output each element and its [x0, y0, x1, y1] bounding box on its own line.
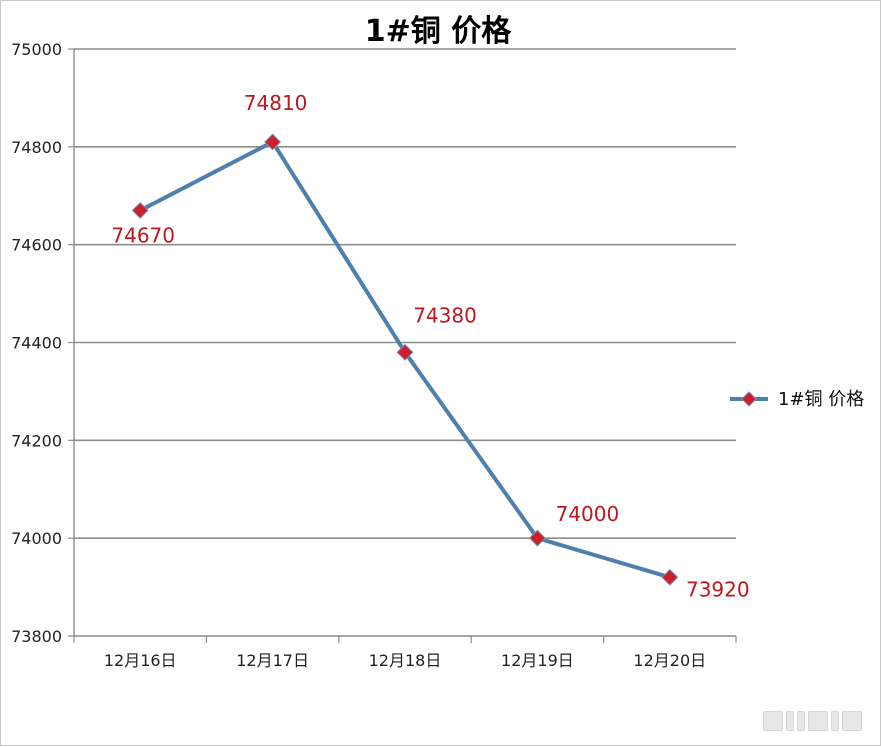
y-tick-label: 74400	[11, 334, 62, 353]
data-label: 73920	[686, 577, 750, 601]
y-tick-label: 74600	[11, 236, 62, 255]
data-point-marker	[528, 529, 546, 547]
data-point-marker	[661, 568, 679, 586]
data-point-marker	[396, 343, 414, 361]
watermark-icon	[763, 711, 862, 731]
y-tick-label: 74200	[11, 431, 62, 450]
y-tick-label: 74000	[11, 529, 62, 548]
data-labels: 74670 74810 74380 74000 73920	[111, 91, 749, 601]
y-tick-label: 73800	[11, 627, 62, 646]
legend: 1#铜 价格	[730, 389, 864, 410]
data-label: 74810	[244, 91, 308, 115]
x-tick-label: 12月20日	[633, 651, 706, 670]
data-label: 74670	[111, 223, 175, 247]
y-axis: 73800 74000 74200 74400 74600 74800 75000	[11, 40, 75, 646]
x-axis: 12月16日 12月17日 12月18日 12月19日 12月20日	[73, 635, 737, 670]
data-point-marker	[264, 133, 282, 151]
data-point-marker	[131, 201, 149, 219]
y-tick-label: 75000	[11, 40, 62, 59]
gridlines	[74, 48, 736, 539]
x-tick-label: 12月17日	[236, 651, 309, 670]
data-label: 74000	[556, 502, 620, 526]
x-tick-label: 12月19日	[501, 651, 574, 670]
data-label: 74380	[413, 303, 477, 327]
series-line	[131, 133, 679, 586]
x-tick-label: 12月16日	[104, 651, 177, 670]
legend-label: 1#铜 价格	[778, 389, 864, 410]
y-tick-label: 74800	[11, 138, 62, 157]
chart-title: 1#铜 价格	[365, 14, 512, 49]
x-tick-label: 12月18日	[369, 651, 442, 670]
legend-marker	[741, 391, 757, 407]
